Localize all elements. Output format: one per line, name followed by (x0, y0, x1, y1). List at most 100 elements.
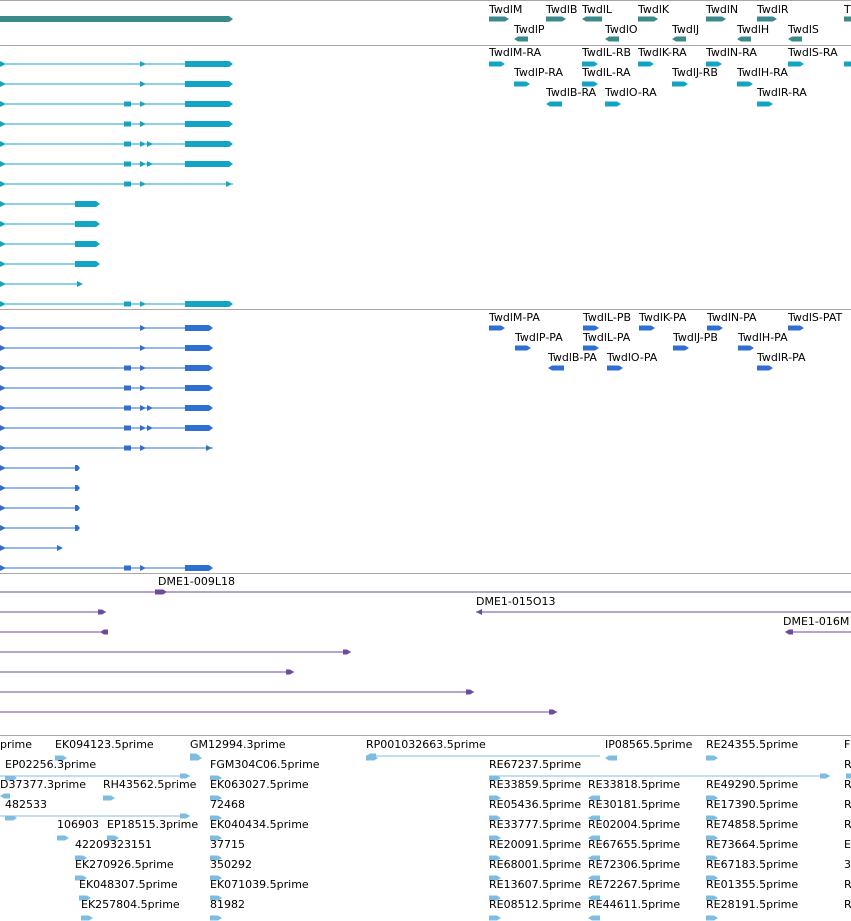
exon-block[interactable] (583, 325, 599, 331)
exon-block[interactable] (0, 793, 10, 799)
est-label[interactable]: EK063027.5prime (210, 778, 309, 791)
transcript-label[interactable]: TwdlB-RA (546, 86, 597, 99)
exon-block[interactable] (185, 161, 233, 167)
exon-block[interactable] (107, 835, 119, 841)
exon-block[interactable] (124, 141, 131, 147)
protein-label[interactable]: TwdlJ-PB (673, 331, 718, 344)
exon-block[interactable] (366, 753, 376, 759)
exon-block[interactable] (185, 325, 213, 331)
est-label[interactable]: EP18515.3prime (107, 818, 199, 831)
est-label[interactable]: RE68001.5prime (489, 858, 582, 871)
exon-block[interactable] (489, 795, 501, 801)
exon-block[interactable] (582, 16, 602, 22)
gene-label[interactable]: TwdlN (706, 3, 739, 16)
exon-block[interactable] (210, 835, 222, 841)
exon-block[interactable] (489, 895, 501, 901)
est-label[interactable]: RE33818.5prime (588, 778, 681, 791)
exon-block[interactable] (124, 121, 131, 127)
exon-block[interactable] (210, 775, 222, 781)
exon-block[interactable] (489, 915, 501, 921)
exon-block[interactable] (180, 773, 190, 779)
exon-block[interactable] (75, 261, 100, 267)
exon-block[interactable] (210, 915, 222, 921)
exon-block[interactable] (100, 629, 108, 635)
est-label[interactable]: RE44611.5prime (588, 898, 681, 911)
exon-block[interactable] (846, 773, 851, 779)
exon-block[interactable] (98, 609, 106, 615)
exon-block[interactable] (605, 101, 621, 107)
est-label[interactable]: 42209323151 (75, 838, 152, 851)
est-label[interactable]: RE33859.5prime (489, 778, 582, 791)
est-label[interactable]: RE72267.5prime (588, 878, 681, 891)
exon-block[interactable] (185, 425, 213, 431)
exon-block[interactable] (466, 689, 474, 695)
exon-block[interactable] (588, 815, 600, 821)
protein-label[interactable]: TwdlM-PA (489, 311, 540, 324)
est-label[interactable]: RE67183.5prime (706, 858, 799, 871)
exon-block[interactable] (588, 855, 600, 861)
exon-block[interactable] (79, 895, 91, 901)
est-label[interactable]: R (844, 798, 851, 811)
exon-block[interactable] (190, 753, 200, 759)
exon-block[interactable] (124, 365, 131, 371)
exon-block[interactable] (638, 61, 654, 67)
transcript-label[interactable]: TwdlP-RA (514, 66, 564, 79)
exon-block[interactable] (210, 815, 222, 821)
exon-block[interactable] (124, 101, 131, 107)
est-label[interactable]: RE02004.5prime (588, 818, 681, 831)
exon-block[interactable] (124, 301, 131, 307)
gene-label[interactable]: TwdlR (757, 3, 789, 16)
gene-label[interactable]: TwdlB (546, 3, 578, 16)
exon-block[interactable] (489, 835, 501, 841)
est-label[interactable]: RE05436.5prime (489, 798, 582, 811)
exon-block[interactable] (605, 755, 617, 761)
gene-label[interactable]: TwdlJ (672, 23, 700, 36)
exon-block[interactable] (75, 465, 80, 471)
exon-block[interactable] (75, 201, 100, 207)
transcript-label[interactable]: TwdlJ-RB (672, 66, 718, 79)
exon-block[interactable] (588, 795, 600, 801)
gene-label[interactable]: TwdlK (638, 3, 670, 16)
exon-block[interactable] (588, 835, 600, 841)
est-label[interactable]: RE67655.5prime (588, 838, 681, 851)
transcript-label[interactable]: TwdlO-RA (605, 86, 657, 99)
est-label[interactable]: R (844, 818, 851, 831)
exon-block[interactable] (75, 525, 80, 531)
est-label[interactable]: 106903 (57, 818, 99, 831)
exon-block[interactable] (672, 81, 688, 87)
exon-block[interactable] (514, 81, 530, 87)
exon-block[interactable] (588, 915, 600, 921)
protein-label[interactable]: TwdlL-PA (583, 331, 631, 344)
exon-block[interactable] (185, 301, 233, 307)
exon-block[interactable] (75, 241, 100, 247)
transcript-label[interactable]: TwdlK-RA (638, 46, 687, 59)
est-label[interactable]: 37715 (210, 838, 245, 851)
est-label[interactable]: 482533 (5, 798, 47, 811)
exon-block[interactable] (185, 405, 213, 411)
exon-block[interactable] (57, 835, 69, 841)
gene-label[interactable]: TwdlL (582, 3, 613, 16)
exon-block[interactable] (210, 795, 222, 801)
exon-block[interactable] (844, 61, 851, 67)
exon-block[interactable] (737, 81, 753, 87)
est-label[interactable]: RE30181.5prime (588, 798, 681, 811)
exon-block[interactable] (489, 16, 509, 22)
exon-block[interactable] (706, 755, 718, 761)
exon-block[interactable] (75, 221, 100, 227)
exon-block[interactable] (81, 915, 93, 921)
exon-block[interactable] (583, 345, 599, 351)
est-label[interactable]: RE33777.5prime (489, 818, 582, 831)
exon-block[interactable] (549, 709, 557, 715)
gene-label[interactable]: TwdlS (788, 23, 819, 36)
est-label[interactable]: RE67237.5prime (489, 758, 582, 771)
transcript-label[interactable]: TwdlH-RA (737, 66, 788, 79)
est-label[interactable]: E (844, 838, 851, 851)
exon-block[interactable] (124, 405, 131, 411)
est-label[interactable]: GM12994.3prime (190, 738, 286, 751)
exon-block[interactable] (737, 36, 751, 42)
exon-block[interactable] (707, 325, 723, 331)
exon-block[interactable] (673, 345, 689, 351)
transcript-label[interactable]: TwdlL-RB (582, 46, 632, 59)
exon-block[interactable] (582, 81, 598, 87)
est-label[interactable]: 350292 (210, 858, 252, 871)
